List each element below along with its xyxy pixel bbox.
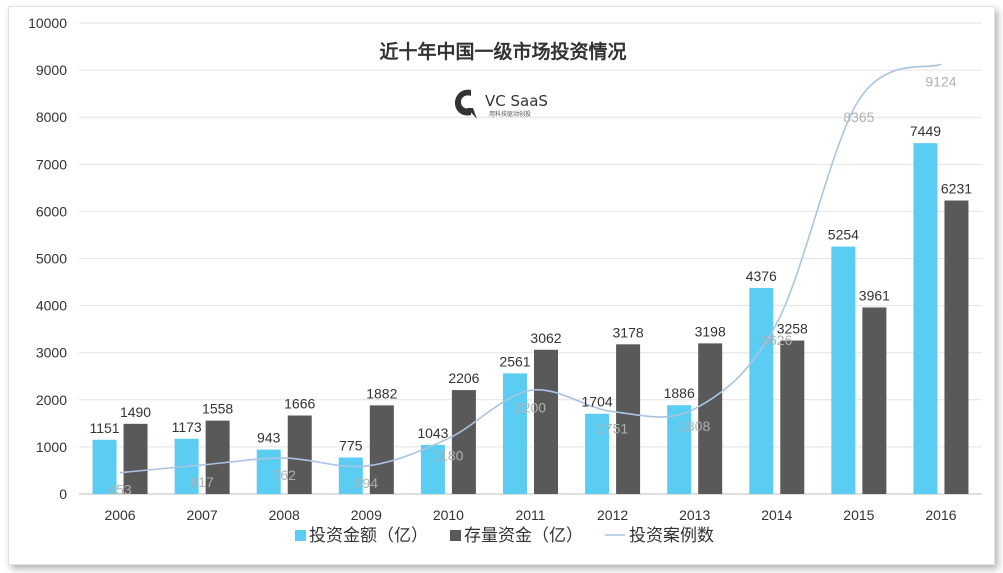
bar-data-label: 1558: [202, 401, 233, 417]
bar-investment: [503, 373, 527, 494]
legend-label: 投资金额（亿）: [309, 526, 428, 546]
bar-data-label: 775: [339, 437, 363, 453]
y-tick-label: 6000: [36, 203, 67, 219]
legend: 投资金额（亿） 存量资金（亿） 投资案例数: [295, 526, 714, 546]
y-tick-label: 3000: [36, 345, 67, 361]
y-tick-label: 8000: [36, 109, 67, 125]
bar-data-label: 3062: [530, 330, 561, 346]
line-data-label: 8365: [843, 109, 874, 125]
bar-stock: [369, 405, 394, 494]
bar-data-label: 3178: [613, 324, 644, 340]
chart-title: 近十年中国一级市场投资情况: [379, 40, 626, 63]
vc-saas-logo: VC SaaS 用科技驱动创投: [455, 89, 548, 119]
bar-data-label: 3198: [695, 323, 726, 339]
x-tick-label: 2011: [515, 507, 545, 523]
line-series: [119, 63, 942, 474]
bar-stock: [616, 344, 641, 494]
logo-name: VC SaaS: [485, 92, 548, 110]
bar-data-label: 1043: [417, 425, 448, 441]
y-tick-label: 7000: [36, 156, 67, 172]
x-tick-label: 2006: [104, 507, 135, 523]
legend-label: 存量资金（亿）: [464, 526, 583, 546]
y-tick-label: 5000: [36, 251, 67, 267]
y-tick-label: 1000: [36, 439, 67, 455]
bar-investment: [913, 143, 938, 494]
y-tick-label: 0: [59, 486, 67, 502]
bar-data-label: 1490: [120, 404, 151, 420]
bar-data-label: 3258: [777, 321, 808, 337]
bar-stock: [944, 200, 969, 494]
x-tick-label: 2007: [187, 507, 218, 523]
bar-data-label: 1882: [366, 385, 397, 401]
line-data-label: 2200: [515, 399, 546, 415]
line-data-label: 9124: [925, 73, 956, 89]
x-tick-label: 2010: [433, 507, 464, 523]
bar-data-label: 5254: [828, 227, 859, 243]
bar-stock: [862, 307, 887, 494]
bar-data-label: 1886: [664, 385, 695, 401]
x-tick-label: 2014: [761, 507, 792, 523]
bar-stock: [123, 423, 148, 494]
bar-stock: [451, 390, 476, 494]
bar-data-label: 2561: [499, 353, 530, 369]
chart-frame: 0 1000 2000 3000 4000 5000 6000 7000 8000 9000 100…: [8, 6, 995, 565]
line-cases: [119, 63, 942, 474]
data-labels: 1151 1173 943 775 1043 2561 1704 1886 4376 5254 74…: [89, 73, 972, 497]
bar-data-label: 2206: [448, 370, 479, 386]
bar-investment: [338, 457, 363, 494]
legend-label: 投资案例数: [629, 526, 714, 546]
x-axis-ticks: 2006 2007 2008 2009 2010 2011 2012 2013 2014 2015…: [104, 507, 956, 523]
line-data-label: 762: [273, 467, 297, 483]
logo-tagline: 用科技驱动创投: [489, 110, 531, 118]
line-data-label: 617: [190, 474, 214, 490]
bar-data-label: 1704: [582, 394, 613, 410]
line-data-label: 1808: [679, 418, 710, 434]
bar-data-label: 1666: [284, 396, 315, 412]
line-data-label: 1180: [433, 447, 463, 463]
legend-swatch: [295, 530, 306, 541]
y-axis-ticks: 0 1000 2000 3000 4000 5000 6000 7000 8000 9000 100…: [28, 15, 67, 502]
bar-data-label: 6231: [941, 181, 972, 197]
x-tick-label: 2012: [597, 507, 628, 523]
bar-investment: [749, 287, 774, 494]
line-data-label: 453: [108, 482, 132, 498]
bar-data-label: 1151: [89, 420, 119, 436]
bar-data-label: 943: [257, 430, 281, 446]
x-tick-label: 2013: [679, 507, 710, 523]
bar-stock: [698, 343, 723, 494]
y-tick-label: 2000: [36, 392, 67, 408]
bar-investment: [92, 439, 117, 494]
x-tick-label: 2009: [351, 507, 382, 523]
bar-investment: [585, 413, 610, 494]
line-data-label: 594: [355, 475, 379, 491]
x-tick-label: 2015: [843, 507, 874, 523]
bar-data-label: 4376: [746, 268, 777, 284]
y-tick-label: 10000: [28, 15, 67, 31]
bar-investment: [256, 449, 281, 494]
bar-stock: [287, 415, 312, 494]
bar-investment: [667, 405, 692, 494]
line-data-label: 3626: [761, 332, 792, 348]
bar-stock: [780, 340, 805, 494]
bar-data-label: 1173: [172, 419, 202, 435]
y-tick-label: 9000: [36, 62, 67, 78]
bars: [92, 143, 969, 494]
y-tick-label: 4000: [36, 298, 67, 314]
bar-data-label: 7449: [910, 123, 941, 139]
bar-investment: [420, 444, 445, 494]
logo-mark-icon: [455, 89, 477, 119]
legend-swatch: [450, 530, 461, 541]
bar-data-label: 3961: [859, 287, 890, 303]
x-tick-label: 2008: [269, 507, 300, 523]
bar-stock: [205, 420, 230, 494]
x-tick-label: 2016: [925, 507, 956, 523]
bar-investment: [831, 246, 856, 494]
line-data-label: 1751: [597, 421, 628, 437]
bar-stock: [534, 349, 558, 494]
investment-chart: 0 1000 2000 3000 4000 5000 6000 7000 8000 9000 100…: [28, 15, 982, 546]
